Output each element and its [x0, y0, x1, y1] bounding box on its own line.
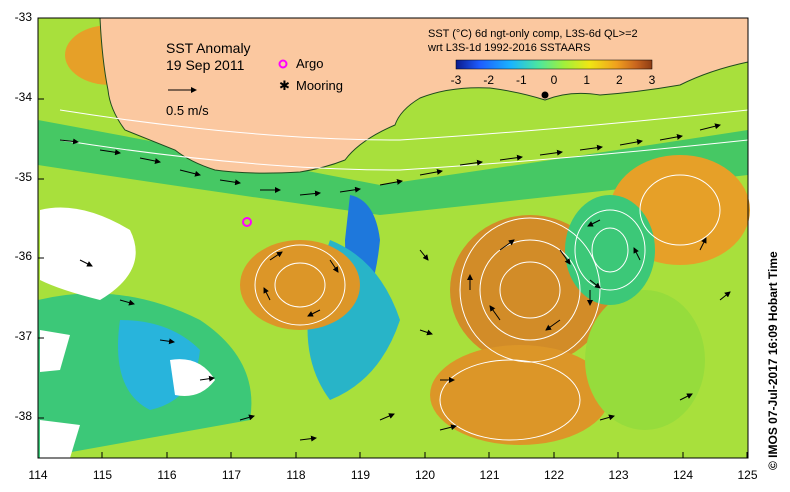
credit-text: © IMOS 07-Jul-2017 16:09 Hobart Time	[766, 251, 780, 470]
y-axis-label: -37	[14, 329, 32, 344]
x-axis-label: 114	[28, 468, 48, 482]
ssh-contours	[59, 109, 749, 441]
legend-argo-label: Argo	[296, 56, 323, 71]
x-axis-label: 118	[286, 468, 306, 482]
colorbar	[455, 59, 653, 70]
x-axis-label: 125	[737, 468, 758, 482]
axis-ticks	[37, 17, 748, 458]
x-axis-label: 121	[479, 468, 500, 482]
map-title: SST Anomaly	[166, 40, 251, 56]
colorbar-tick-label: -3	[451, 73, 462, 87]
x-axis-label: 117	[221, 468, 242, 482]
x-axis-label: 124	[672, 468, 694, 482]
legend-mooring-label: Mooring	[296, 78, 343, 93]
scale-arrow-label: 0.5 m/s	[166, 103, 209, 118]
colorbar-tick-label: 0	[551, 73, 558, 87]
mooring-marker[interactable]	[541, 91, 549, 99]
y-axis-label: -35	[14, 169, 32, 184]
x-axis-label: 115	[92, 468, 113, 482]
colorbar-title-line2: wrt L3S-1d 1992-2016 SSTAARS	[427, 42, 590, 54]
x-axis-label: 122	[543, 468, 565, 482]
colorbar-tick-label: 1	[583, 73, 590, 87]
colorbar-tick-label: -2	[483, 73, 494, 87]
y-axis-label: -36	[14, 249, 32, 264]
argo-float-marker[interactable]	[242, 217, 252, 227]
colorbar-ticks: -3 -2 -1 0 1 2 3	[451, 73, 656, 87]
colorbar-tick-label: 3	[649, 73, 656, 87]
y-axis-label: -34	[14, 89, 32, 104]
map-date: 19 Sep 2011	[166, 57, 245, 73]
y-axis-label: -33	[14, 10, 32, 24]
x-axis-label: 116	[157, 468, 177, 482]
x-axis-label: 119	[350, 468, 371, 482]
colorbar-title-line1: SST (°C) 6d ngt-only comp, L3S-6d QL>=2	[428, 28, 638, 40]
x-axis-label: 123	[608, 468, 629, 482]
colorbar-tick-label: 2	[616, 73, 623, 87]
colorbar-tick-label: -1	[516, 73, 527, 87]
x-axis-label: 120	[414, 468, 436, 482]
current-vectors	[59, 123, 731, 442]
legend-mooring-icon: ✱	[279, 78, 290, 93]
legend-argo-icon	[278, 59, 288, 69]
y-axis-label: -38	[14, 409, 32, 423]
